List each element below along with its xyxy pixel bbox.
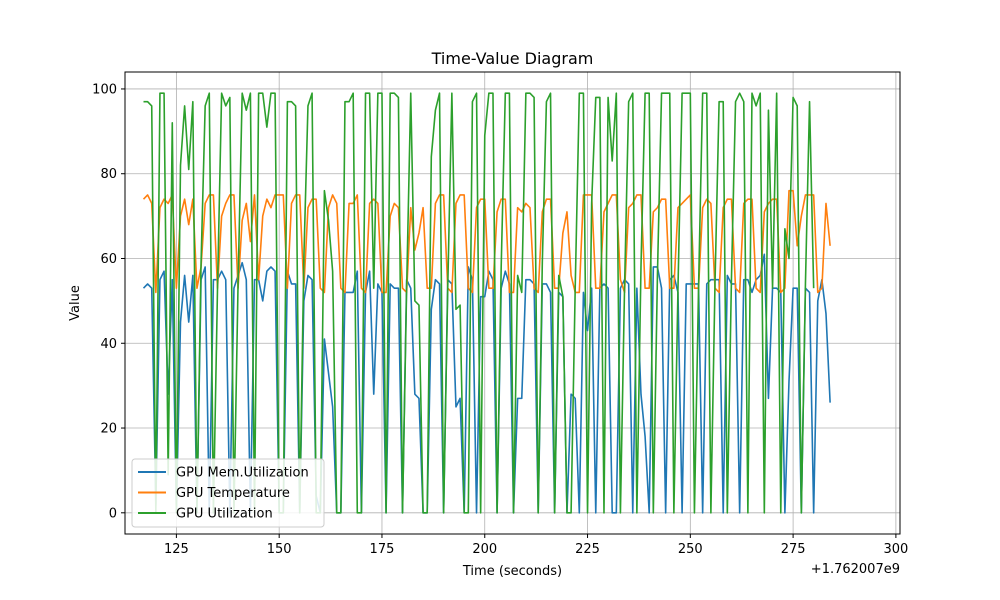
legend-box (131, 458, 325, 528)
y-tick-label: 100 (92, 82, 117, 97)
x-tick-label: 125 (164, 542, 189, 557)
x-tick-label: 225 (575, 542, 600, 557)
x-offset-label: +1.762007e9 (811, 562, 900, 577)
legend-label: GPU Utilization (176, 507, 273, 522)
y-tick-label: 60 (100, 252, 117, 267)
y-tick-label: 20 (100, 422, 117, 437)
axis-ticks: 125 150 175 200 225 250 275 300 0 20 40 60 80 100 (92, 82, 908, 557)
chart-title: Time-Value Diagram (431, 49, 594, 68)
y-tick-label: 40 (100, 337, 117, 352)
y-tick-label: 80 (100, 167, 117, 182)
y-tick-label: 0 (109, 506, 117, 521)
x-tick-label: 275 (781, 542, 806, 557)
x-tick-label: 175 (370, 542, 395, 557)
axes-frame (124, 71, 901, 535)
x-tick-label: 150 (267, 542, 292, 557)
series-line-3 (143, 92, 815, 514)
x-tick-label: 200 (472, 542, 497, 557)
plot-lines (142, 92, 831, 514)
legend: GPU Mem.Utilization GPU Temperature GPU Ut… (131, 458, 325, 528)
x-axis-label: Time (seconds) (462, 564, 562, 579)
x-tick-label: 250 (678, 542, 703, 557)
y-axis-label: Value (68, 285, 83, 321)
x-tick-label: 300 (883, 542, 908, 557)
legend-label: GPU Temperature (176, 486, 290, 501)
legend-label: GPU Mem.Utilization (176, 466, 309, 481)
